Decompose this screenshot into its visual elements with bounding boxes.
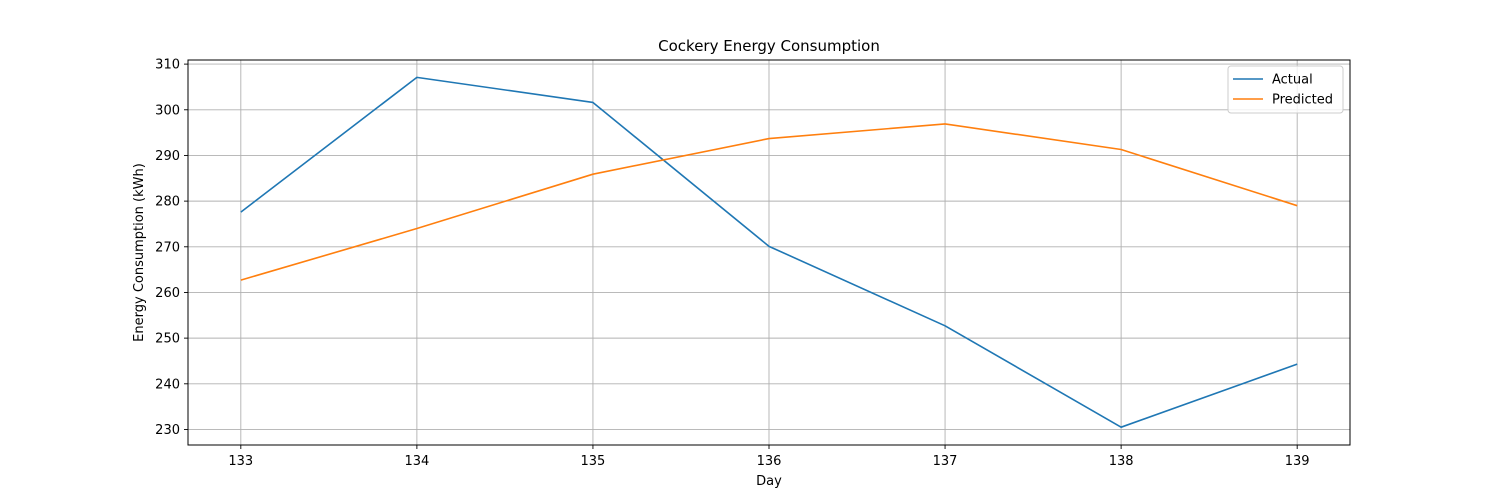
- y-tick-label: 270: [155, 240, 180, 255]
- y-tick-label: 290: [155, 149, 180, 164]
- y-tick-label: 240: [155, 377, 180, 392]
- y-tick-label: 260: [155, 286, 180, 301]
- chart-title: Cockery Energy Consumption: [658, 37, 880, 55]
- legend-box: [1227, 65, 1344, 114]
- x-axis-label: Day: [756, 474, 782, 489]
- x-tick-label: 136: [757, 454, 782, 469]
- axis-ticks: 133 134 135 136 137 138 139 230 240 250 260 270 280 2…: [155, 58, 1309, 469]
- y-tick-label: 300: [155, 103, 180, 118]
- series-line-predicted: [240, 123, 1298, 281]
- legend: Actual Predicted: [1227, 65, 1344, 114]
- x-tick-label: 135: [581, 454, 606, 469]
- x-tick-label: 133: [228, 454, 253, 469]
- series-line-actual: [240, 76, 1298, 428]
- legend-label-actual: Actual: [1272, 73, 1313, 88]
- y-tick-label: 250: [155, 332, 180, 347]
- x-tick-label: 138: [1109, 454, 1134, 469]
- x-tick-label: 139: [1285, 454, 1310, 469]
- series-lines: [240, 76, 1298, 428]
- y-tick-label: 280: [155, 195, 180, 210]
- grid-lines: [188, 60, 1350, 445]
- y-tick-label: 230: [155, 423, 180, 438]
- legend-label-predicted: Predicted: [1272, 93, 1333, 108]
- y-tick-label: 310: [155, 58, 180, 73]
- y-axis-label: Energy Consumption (kWh): [132, 163, 147, 342]
- x-tick-label: 137: [933, 454, 958, 469]
- x-tick-label: 134: [404, 454, 429, 469]
